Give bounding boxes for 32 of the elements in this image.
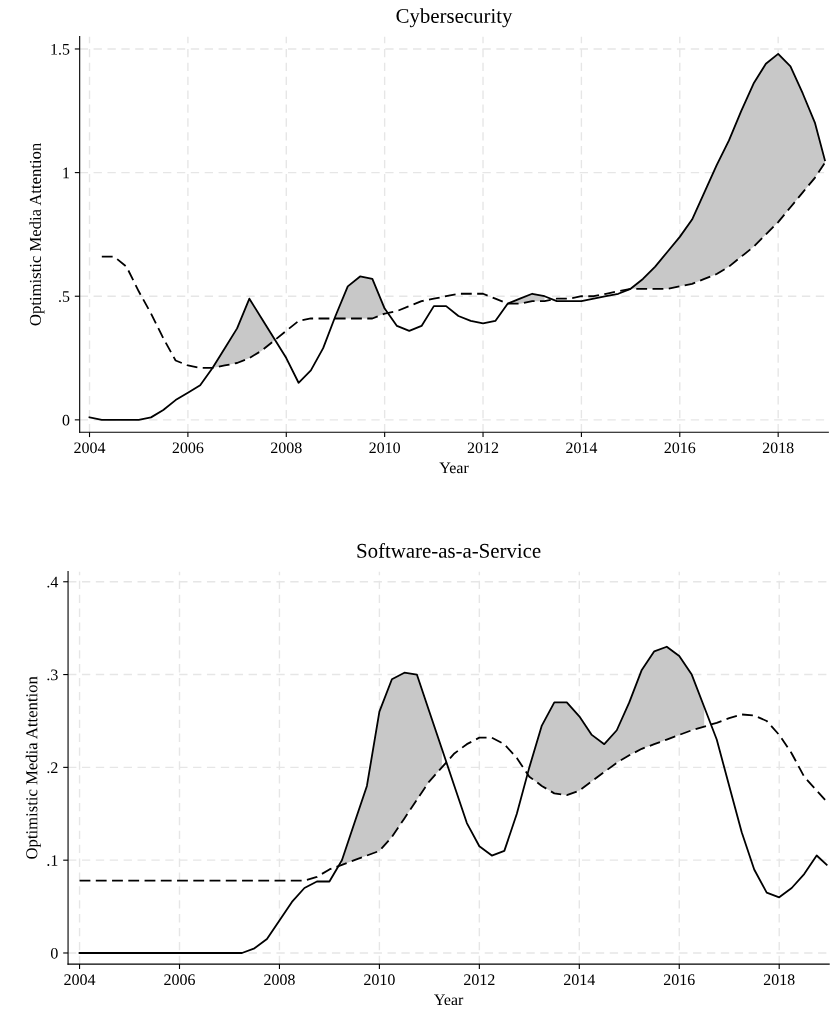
x-tick-label: 2016	[663, 974, 695, 986]
line-series	[78, 645, 828, 954]
y-axis-title: Optimistic Media Attention	[25, 676, 41, 859]
y-tick-label: 1	[63, 167, 69, 179]
x-tick-label: 2018	[763, 974, 795, 986]
x-tick-label: 2006	[172, 442, 204, 454]
y-tick-label: .2	[47, 762, 58, 774]
x-tick-label: 2008	[271, 442, 302, 454]
x-tick-label: 2012	[467, 442, 499, 454]
y-axis-title: Optimistic Media Attention	[29, 143, 45, 326]
x-tick-label: 2008	[264, 974, 295, 986]
y-tick-label: 0	[62, 414, 70, 426]
chart-title: Cybersecurity	[396, 8, 513, 28]
y-tick-label: .5	[59, 291, 70, 302]
x-tick-label: 2006	[164, 974, 195, 986]
x-tick-label: 2012	[464, 974, 495, 986]
y-tick-label: 0	[50, 947, 58, 959]
x-axis-title: Year	[439, 462, 469, 474]
x-tick-label: 2010	[364, 974, 395, 986]
x-tick-label: 2004	[64, 974, 96, 986]
x-tick-label: 2014	[564, 974, 596, 986]
x-tick-label: 2018	[762, 442, 794, 454]
x-tick-label: 2014	[566, 442, 598, 454]
x-axis-title: Year	[434, 994, 464, 1006]
x-tick-label: 2004	[74, 442, 106, 454]
y-tick-label: 1.5	[51, 43, 70, 55]
chart-title: Software-as-a-Service	[357, 543, 541, 558]
y-tick-label: .4	[47, 576, 59, 588]
x-tick-label: 2016	[664, 442, 696, 454]
y-tick-label: .1	[47, 855, 58, 866]
x-tick-label: 2010	[369, 442, 401, 454]
y-tick-label: .3	[47, 669, 58, 681]
